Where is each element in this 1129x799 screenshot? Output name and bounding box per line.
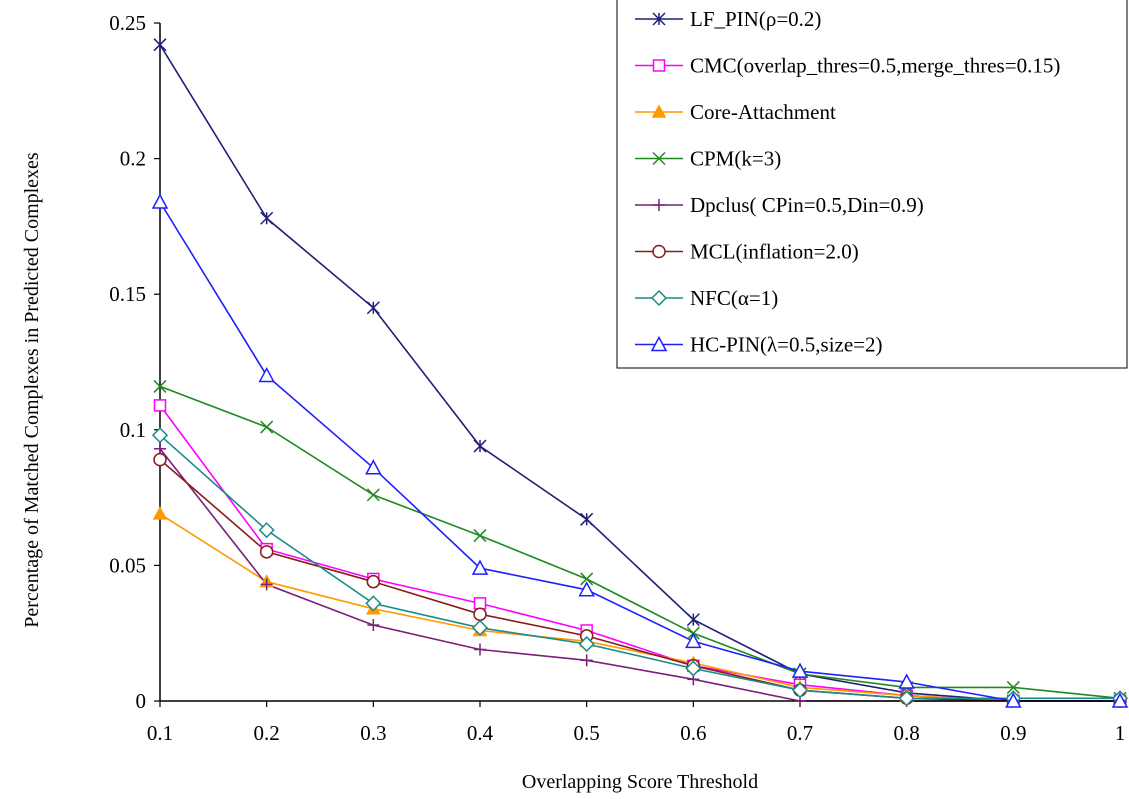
data-point: [474, 643, 486, 656]
tick-labels: 0 0.05 0.1 0.15 0.2 0.25 0.1 0.2 0.3 0.4 0.5 0.6 0.7…: [109, 11, 1125, 745]
data-point: [258, 366, 275, 383]
x-tick-label: 0.7: [787, 721, 813, 745]
data-point: [1005, 692, 1022, 708]
legend-marker: [652, 12, 666, 26]
data-point: [898, 690, 915, 707]
legend-item-label: MCL(inflation=2.0): [690, 240, 859, 264]
data-point: [365, 595, 382, 612]
data-point: [154, 442, 166, 455]
series-line-5: [159, 448, 1120, 702]
y-tick-label: 0.2: [120, 147, 146, 171]
data-point: [366, 301, 380, 315]
data-point: [365, 459, 382, 475]
legend-marker: [650, 335, 668, 352]
y-tick-label: 0: [136, 689, 147, 713]
y-axis-title: Percentage of Matched Complexes in Predi…: [21, 152, 43, 628]
x-tick-label: 0.9: [1000, 721, 1026, 745]
data-point: [151, 193, 169, 209]
series-line-1: [159, 44, 1120, 702]
data-markers: [151, 38, 1129, 708]
series-line-4: [159, 385, 1121, 700]
data-point: [686, 613, 700, 627]
y-tick-label: 0.05: [109, 553, 146, 577]
series-line-7: [159, 434, 1120, 700]
x-axis-title: Overlapping Score Threshold: [522, 771, 758, 793]
y-tick-label: 0.1: [120, 418, 146, 442]
data-point: [685, 660, 702, 677]
data-point: [580, 654, 593, 667]
data-point: [580, 572, 594, 586]
data-point: [260, 420, 274, 434]
data-point: [367, 619, 380, 632]
legend-item-label: Core-Attachment: [690, 100, 836, 124]
legend-item-label: CPM(k=3): [690, 147, 781, 171]
data-point: [260, 578, 273, 591]
data-point: [260, 211, 274, 225]
data-point: [791, 662, 809, 678]
data-point: [1006, 680, 1020, 694]
series-line-3: [159, 513, 1120, 702]
data-point: [580, 512, 594, 526]
data-point: [366, 574, 381, 589]
legend-item-label: CMC(overlap_thres=0.5,merge_thres=0.15): [690, 54, 1060, 78]
data-point: [473, 607, 487, 621]
x-tick-label: 0.3: [360, 721, 386, 745]
data-point: [578, 581, 595, 597]
data-point: [153, 379, 167, 393]
x-tick-label: 0.8: [894, 721, 920, 745]
data-point: [153, 399, 167, 412]
data-point: [1111, 692, 1129, 708]
data-point: [473, 439, 487, 453]
x-tick-label: 1: [1115, 721, 1126, 745]
x-tick-label: 0.1: [147, 721, 173, 745]
legend-marker: [652, 244, 666, 259]
legend-item-label: LF_PIN(ρ=0.2): [690, 7, 821, 31]
legend-marker: [653, 199, 665, 211]
legend-item-label: Dpclus( CPin=0.5,Din=0.9): [690, 193, 924, 217]
legend-marker: [652, 59, 666, 72]
legend: LF_PIN(ρ=0.2) CMC(overlap_thres=0.5,merge…: [616, 0, 1128, 369]
data-point: [898, 673, 915, 689]
x-tick-label: 0.2: [254, 721, 280, 745]
data-point: [151, 427, 169, 444]
data-point: [471, 619, 489, 636]
series-line-6: [159, 458, 1120, 702]
data-point: [471, 559, 489, 575]
x-tick-label: 0.4: [467, 721, 494, 745]
data-point: [258, 522, 275, 539]
data-point: [366, 488, 380, 502]
legend-marker: [650, 289, 668, 307]
x-tick-label: 0.6: [680, 721, 706, 745]
data-point: [473, 529, 487, 543]
series-line-8: [159, 201, 1120, 702]
x-tick-label: 0.5: [574, 721, 600, 745]
data-point: [791, 682, 809, 699]
data-point: [473, 597, 487, 610]
y-tick-label: 0.15: [109, 282, 146, 306]
data-point: [153, 38, 167, 52]
plot-area: [159, 44, 1121, 702]
data-point: [685, 632, 702, 649]
y-tick-label: 0.25: [109, 11, 146, 35]
legend-item-label: NFC(α=1): [690, 286, 778, 310]
data-point: [152, 506, 168, 520]
legend-marker: [652, 151, 666, 166]
data-point: [259, 545, 274, 559]
legend-marker: [651, 104, 667, 118]
data-point: [153, 452, 167, 467]
data-point: [578, 635, 595, 653]
legend-item-label: HC-PIN(λ=0.5,size=2): [690, 333, 883, 357]
legend-box: [616, 0, 1128, 369]
